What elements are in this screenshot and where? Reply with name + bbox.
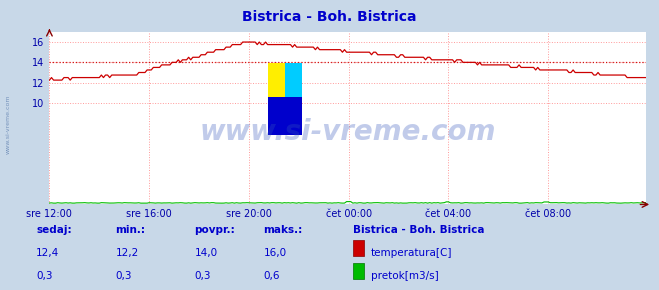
Text: www.si-vreme.com: www.si-vreme.com	[200, 118, 496, 146]
Text: temperatura[C]: temperatura[C]	[371, 248, 453, 258]
Bar	[285, 63, 302, 101]
Text: 12,2: 12,2	[115, 248, 138, 258]
Text: pretok[m3/s]: pretok[m3/s]	[371, 271, 439, 281]
Text: 0,3: 0,3	[194, 271, 211, 281]
Text: povpr.:: povpr.:	[194, 225, 235, 235]
Text: 0,3: 0,3	[36, 271, 53, 281]
Text: min.:: min.:	[115, 225, 146, 235]
Text: sedaj:: sedaj:	[36, 225, 72, 235]
Text: www.si-vreme.com: www.si-vreme.com	[5, 95, 11, 155]
Text: 16,0: 16,0	[264, 248, 287, 258]
Bar	[268, 63, 285, 101]
Text: maks.:: maks.:	[264, 225, 303, 235]
Text: Bistrica - Boh. Bistrica: Bistrica - Boh. Bistrica	[353, 225, 484, 235]
Text: 0,3: 0,3	[115, 271, 132, 281]
Bar	[268, 97, 302, 135]
Text: Bistrica - Boh. Bistrica: Bistrica - Boh. Bistrica	[243, 10, 416, 24]
Text: 0,6: 0,6	[264, 271, 280, 281]
Text: 12,4: 12,4	[36, 248, 59, 258]
Text: 14,0: 14,0	[194, 248, 217, 258]
